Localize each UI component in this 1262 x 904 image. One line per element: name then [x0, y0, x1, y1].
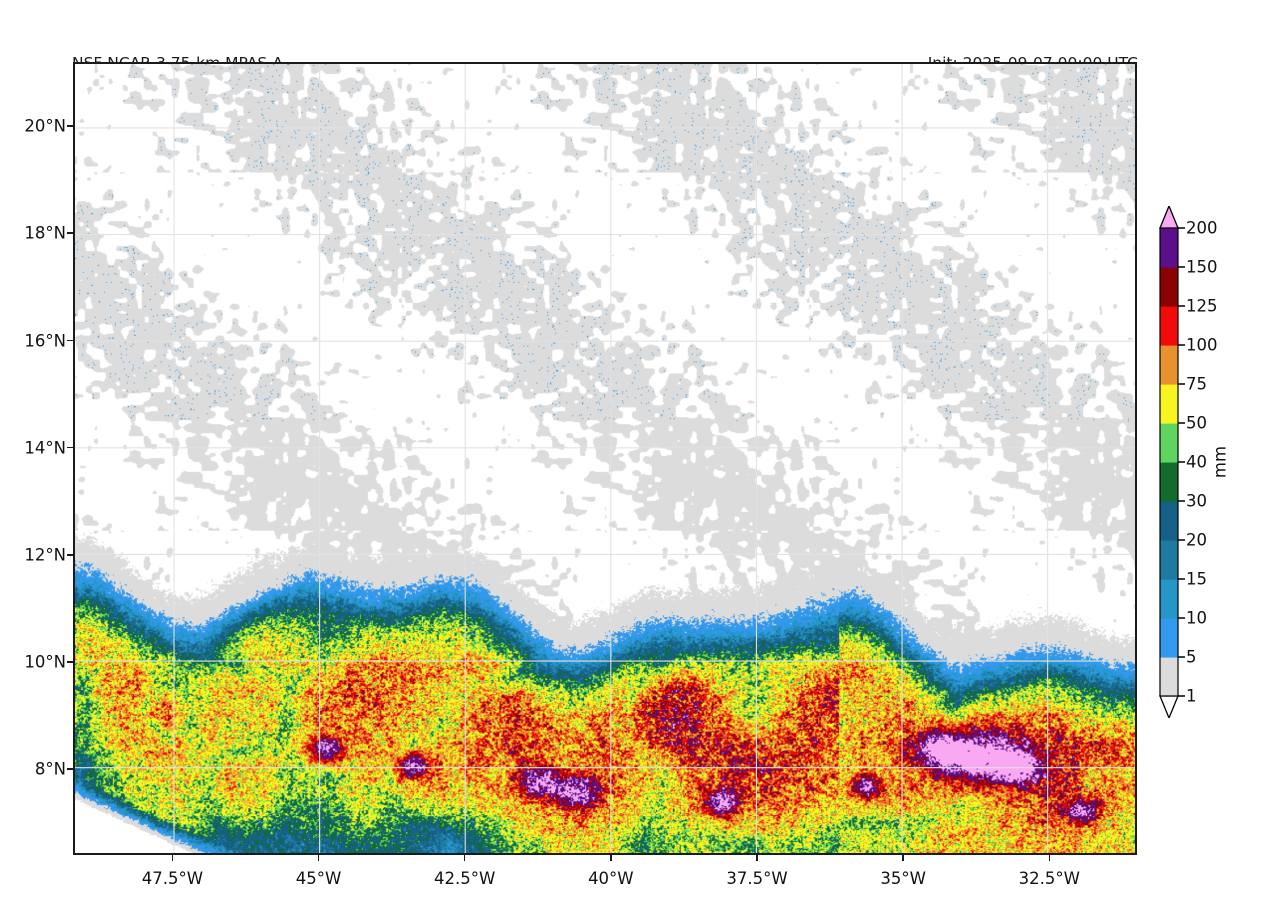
xtick-mark-1: [317, 855, 320, 861]
colorbar-tick-label-15: 15: [1186, 569, 1207, 589]
xtick-mark-4: [756, 855, 758, 861]
colorbar-segment-75-100: [1160, 345, 1178, 385]
xtick-label-5: 35°W: [880, 869, 926, 888]
xtick-label-0: 47.5°W: [141, 869, 204, 888]
colorbar-segment-1-5: [1160, 657, 1178, 697]
colorbar-segment-125-150: [1160, 267, 1178, 307]
xtick-label-1: 45°W: [295, 869, 342, 888]
colorbar-segment-30-40: [1160, 462, 1178, 502]
ytick-label-0: 8°N: [34, 759, 66, 779]
colorbar-segment-15-20: [1160, 540, 1178, 580]
colorbar-tick-label-125: 125: [1186, 296, 1218, 316]
colorbar-tick-label-40: 40: [1186, 452, 1207, 472]
ytick-label-1: 10°N: [24, 652, 66, 672]
colorbar-unit-label: mm: [1210, 445, 1230, 479]
ytick-label-6: 20°N: [24, 116, 66, 136]
ytick-mark-0: [67, 768, 73, 770]
colorbar: mm 1 5 10 15 20 30 40 50 75 100 125 150 200: [1156, 206, 1256, 718]
colorbar-tick-label-150: 150: [1186, 257, 1218, 277]
colorbar-segment-150-200: [1160, 228, 1178, 268]
colorbar-tick-label-20: 20: [1186, 530, 1207, 550]
xtick-mark-3: [610, 855, 612, 861]
colorbar-tick-label-30: 30: [1186, 491, 1207, 511]
ytick-label-5: 18°N: [24, 223, 66, 243]
colorbar-tick-label-10: 10: [1186, 608, 1207, 628]
colorbar-segment-40-50: [1160, 423, 1178, 463]
ytick-mark-1: [67, 661, 73, 663]
ytick-label-3: 14°N: [24, 438, 66, 458]
ytick-label-4: 16°N: [24, 331, 66, 351]
xtick-mark-6: [1048, 855, 1051, 861]
xtick-label-2: 42.5°W: [434, 869, 496, 888]
xtick-mark-0: [171, 855, 174, 861]
ytick-mark-4: [67, 339, 73, 342]
xtick-label-4: 37.5°W: [726, 869, 788, 888]
xtick-label-3: 40°W: [588, 869, 634, 888]
colorbar-segment-50-75: [1160, 384, 1178, 424]
colorbar-segment-5-10: [1160, 618, 1178, 658]
colorbar-tick-label-50: 50: [1186, 413, 1207, 433]
precipitation-heatmap: [75, 64, 1135, 853]
colorbar-tick-label-100: 100: [1186, 335, 1218, 355]
ytick-mark-2: [67, 553, 73, 556]
colorbar-tick-label-75: 75: [1186, 374, 1207, 394]
ytick-mark-6: [67, 125, 73, 127]
xtick-label-6: 32.5°W: [1018, 869, 1080, 888]
colorbar-tick-label-5: 5: [1186, 647, 1197, 667]
colorbar-gradient: [1159, 206, 1185, 718]
xtick-mark-5: [902, 855, 904, 861]
colorbar-over-arrow: [1159, 206, 1179, 229]
xtick-mark-2: [463, 855, 466, 861]
map-plot-area: [73, 62, 1137, 855]
ytick-label-2: 12°N: [24, 545, 66, 565]
colorbar-segment-10-15: [1160, 579, 1178, 619]
ytick-mark-5: [67, 232, 73, 235]
colorbar-segment-100-125: [1160, 306, 1178, 346]
colorbar-tick-label-200: 200: [1186, 218, 1218, 238]
colorbar-segment-20-30: [1160, 501, 1178, 541]
colorbar-under-arrow: [1159, 695, 1179, 718]
ytick-mark-3: [67, 446, 73, 449]
colorbar-tick-label-1: 1: [1186, 686, 1197, 706]
